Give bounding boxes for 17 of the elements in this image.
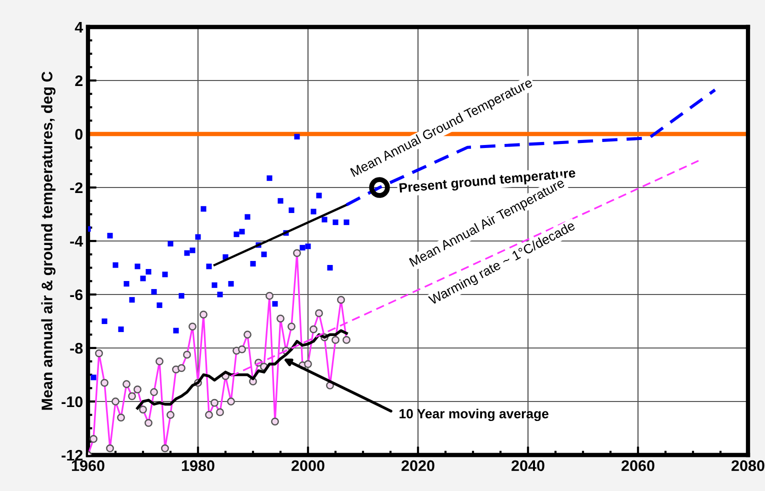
x-tick-label: 2060 — [622, 460, 654, 472]
y-tick-label: -12 — [62, 450, 83, 461]
x-tick-label: 2020 — [402, 460, 434, 472]
x-tick-label: 2040 — [512, 460, 544, 472]
y-tick-label: -4 — [70, 236, 84, 247]
x-tick-label: 2000 — [292, 460, 324, 472]
y-tick-label: -10 — [62, 396, 83, 408]
x-tick-label: 2080 — [732, 460, 764, 472]
y-axis-title: Mean annual air & ground temperatures, deg C — [41, 72, 56, 410]
y-tick-label: -6 — [70, 289, 83, 300]
y-tick-label: 4 — [74, 22, 84, 33]
y-tick-label: 0 — [75, 128, 83, 140]
x-tick-label: 1960 — [72, 460, 104, 472]
y-tick-label: -8 — [70, 342, 83, 354]
y-tick-label: -2 — [70, 182, 83, 194]
x-tick-label: 1980 — [182, 460, 214, 472]
y-tick-label: 2 — [75, 75, 83, 86]
